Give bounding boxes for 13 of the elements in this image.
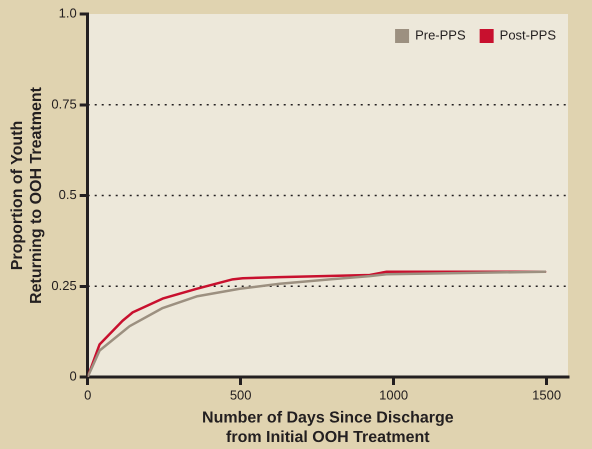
y-tick-label: 0.75 bbox=[51, 96, 77, 112]
legend-label: Post-PPS bbox=[500, 28, 556, 43]
x-tick-label: 1500 bbox=[532, 387, 562, 402]
y-axis-title: Proportion of Youth Returning to OOH Treatment bbox=[9, 86, 46, 304]
y-tick-label: 0.5 bbox=[58, 187, 77, 202]
x-tick-label: 0 bbox=[84, 387, 92, 402]
x-axis-title: Number of Days Since Discharge from Initial OOH Treatment bbox=[202, 410, 454, 446]
legend-label: Pre-PPS bbox=[415, 28, 466, 43]
x-tick-label: 500 bbox=[230, 387, 252, 402]
x-tick-label: 1000 bbox=[379, 387, 408, 402]
y-tick-label: 0.25 bbox=[51, 278, 77, 293]
y-tick-label: 0 bbox=[69, 368, 77, 384]
y-tick-label: 1.0 bbox=[58, 6, 77, 21]
